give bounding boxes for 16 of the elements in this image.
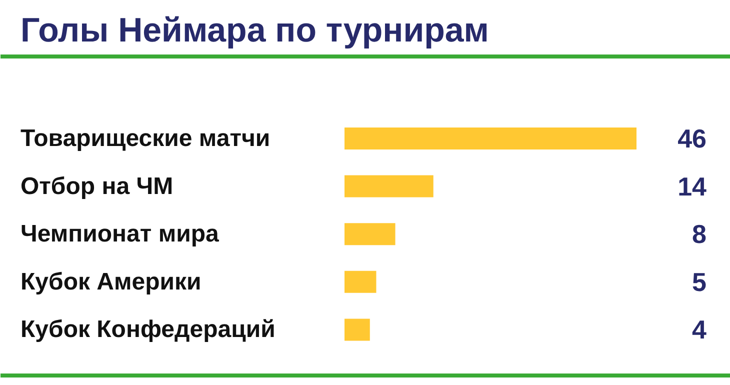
y-tick-label: Кубок Америки: [20, 268, 202, 296]
data-label: 8: [692, 219, 707, 250]
bar: [344, 223, 396, 246]
chart-title: Голы Неймара по турнирам: [20, 12, 489, 50]
bar: [344, 128, 636, 150]
data-label: 46: [678, 124, 706, 154]
bar: [344, 270, 376, 293]
bar: [344, 318, 370, 341]
y-tick-label: Чемпионат мира: [20, 220, 220, 248]
data-label: 5: [692, 266, 707, 297]
bar: [344, 175, 434, 198]
data-label: 4: [692, 314, 708, 345]
y-tick-label: Кубок Конфедераций: [20, 316, 276, 344]
data-label: 14: [678, 171, 708, 202]
y-tick-label: Отбор на ЧМ: [20, 172, 174, 200]
y-tick-label: Товарищеские матчи: [20, 125, 270, 152]
